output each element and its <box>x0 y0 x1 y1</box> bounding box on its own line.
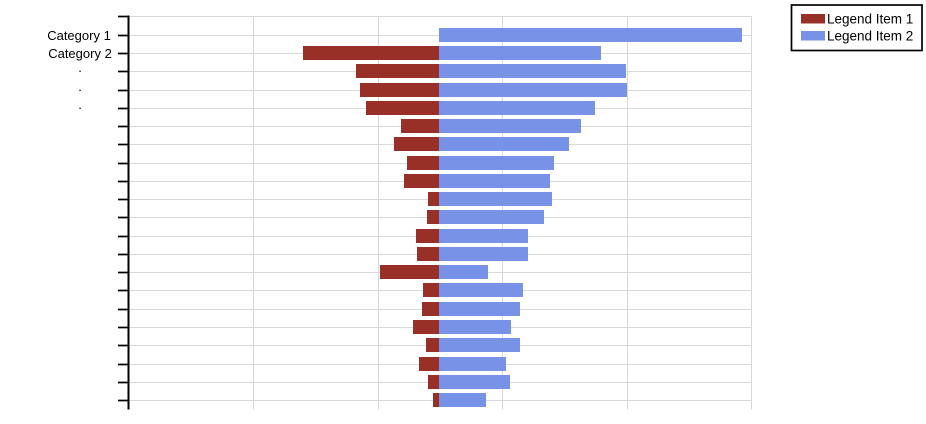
svg-text:.: . <box>78 79 82 94</box>
svg-text:.: . <box>78 97 82 112</box>
svg-text:Category 2: Category 2 <box>48 46 112 61</box>
svg-text:Legend Item 1: Legend Item 1 <box>827 11 913 26</box>
svg-text:Legend Item 2: Legend Item 2 <box>827 28 913 43</box>
svg-text:Category 1: Category 1 <box>47 28 111 43</box>
svg-text:.: . <box>78 60 82 75</box>
